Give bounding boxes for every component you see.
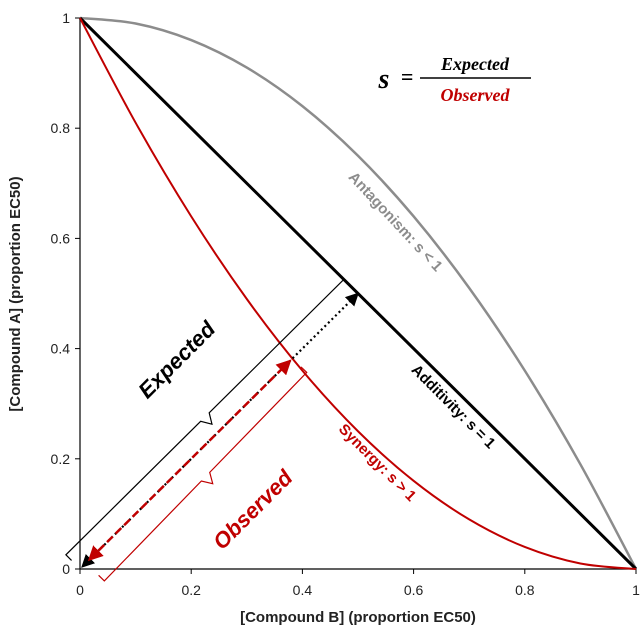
synergy-label: Synergy: s > 1 (335, 421, 419, 505)
x-axis-title: [Compound B] (proportion EC50) (240, 609, 476, 626)
y-tick-label: 0 (62, 561, 70, 577)
observed-brace (98, 366, 308, 582)
x-ticks: 0 0.2 0.4 0.6 0.8 1 (76, 569, 640, 598)
y-tick-label: 1 (62, 10, 70, 26)
y-tick-label: 0.4 (51, 341, 71, 357)
y-tick-label: 0.2 (51, 451, 71, 467)
y-ticks: 0 0.2 0.4 0.6 0.8 1 (51, 10, 80, 577)
antagonism-label: Antagonism: s < 1 (345, 169, 446, 275)
x-tick-label: 0.2 (181, 582, 201, 598)
formula-denominator: Observed (441, 85, 511, 105)
observed-label: Observed (208, 465, 298, 555)
x-tick-label: 1 (632, 582, 640, 598)
expected-brace (65, 278, 350, 561)
formula-s: s (378, 64, 390, 95)
formula: s = Expected Observed (378, 54, 531, 105)
formula-equals: = (401, 64, 414, 89)
y-axis-title: [Compound A] (proportion EC50) (7, 176, 24, 411)
formula-numerator: Expected (440, 54, 510, 74)
x-tick-label: 0 (76, 582, 84, 598)
x-tick-label: 0.6 (404, 582, 424, 598)
observed-arrow (87, 359, 292, 562)
additivity-label: Additivity: s = 1 (408, 361, 499, 452)
expected-label: Expected (133, 316, 220, 403)
y-tick-label: 0.8 (51, 120, 71, 136)
expected-arrow (81, 292, 359, 568)
x-tick-label: 0.8 (515, 582, 535, 598)
antagonism-curve (79, 16, 638, 570)
x-tick-label: 0.4 (293, 582, 313, 598)
y-tick-label: 0.6 (51, 230, 71, 246)
